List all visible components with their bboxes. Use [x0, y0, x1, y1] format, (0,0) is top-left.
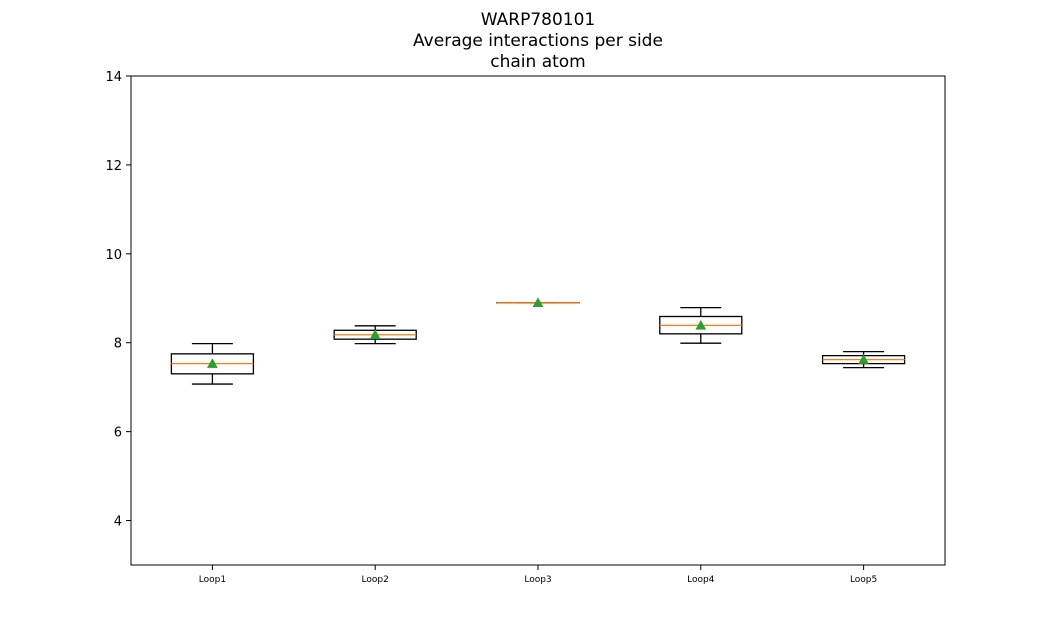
mean-marker	[858, 354, 870, 364]
mean-marker	[369, 329, 381, 339]
chart-title-line-3: chain atom	[490, 52, 586, 72]
mean-marker	[206, 358, 218, 368]
y-tick-label: 12	[105, 159, 122, 174]
y-tick-label: 4	[114, 515, 122, 530]
x-tick-label: Loop2	[362, 575, 389, 585]
mean-marker	[532, 297, 544, 307]
plot-frame	[130, 75, 946, 566]
mean-marker	[695, 319, 707, 330]
x-tick-label: Loop3	[524, 575, 551, 585]
x-tick-label: Loop1	[199, 575, 226, 585]
chart-title-line-2: Average interactions per side	[413, 31, 663, 51]
x-tick-label: Loop5	[850, 575, 877, 585]
y-tick-label: 8	[114, 337, 122, 352]
y-tick-label: 14	[105, 70, 122, 85]
y-tick-label: 10	[105, 248, 122, 263]
x-tick-label: Loop4	[687, 575, 715, 585]
y-tick-label: 6	[114, 426, 122, 441]
chart-title-line-1: WARP780101	[480, 10, 596, 30]
